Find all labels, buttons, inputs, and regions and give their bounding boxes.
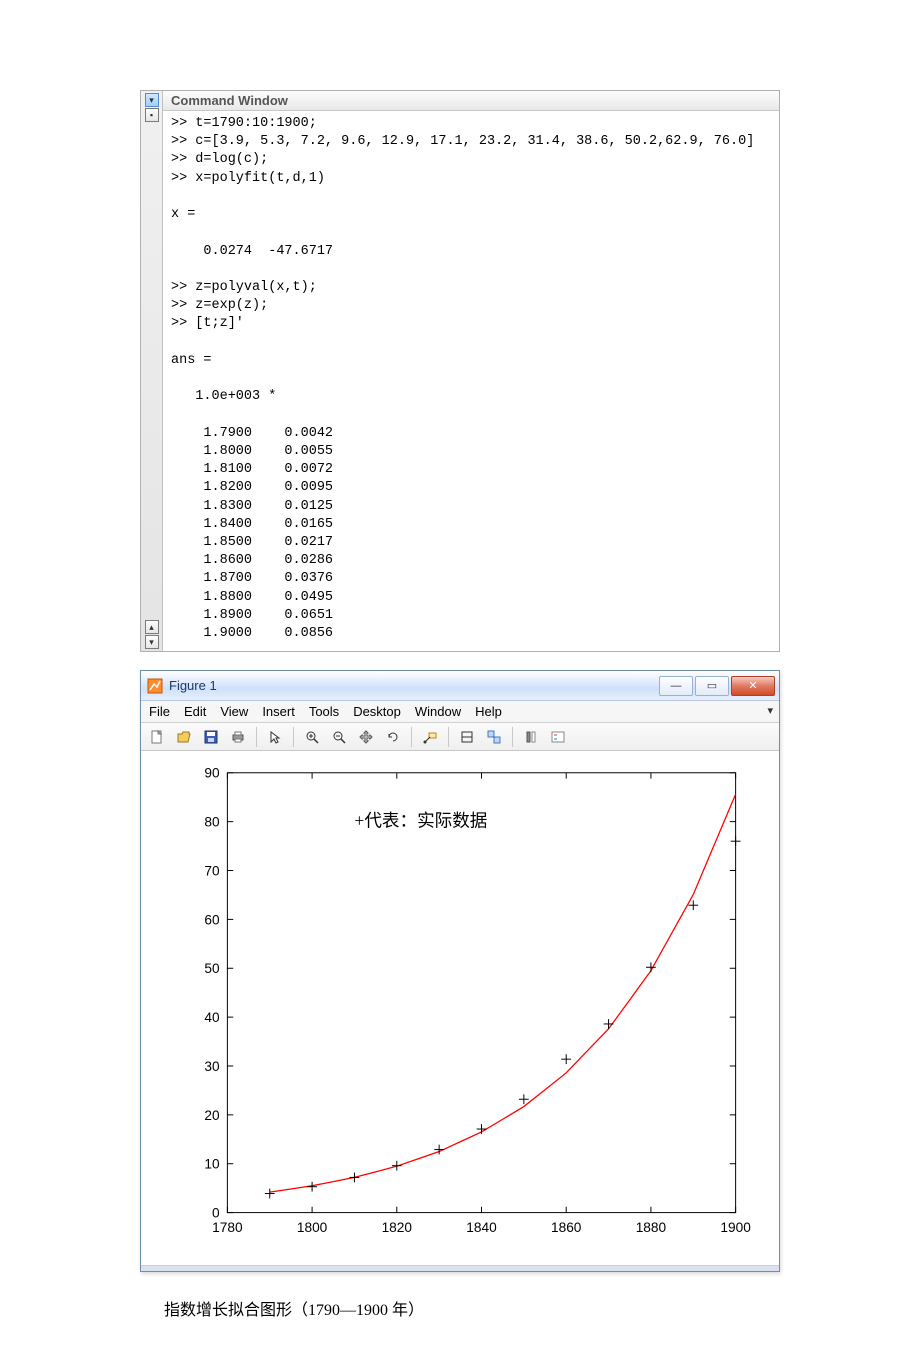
figure-window: Figure 1 — ▭ ✕ File Edit View Insert Tools De…	[140, 670, 780, 1272]
figure-titlebar[interactable]: Figure 1 — ▭ ✕	[141, 671, 779, 701]
svg-text:80: 80	[204, 815, 220, 830]
svg-text:1860: 1860	[551, 1220, 582, 1235]
svg-text:60: 60	[204, 913, 220, 928]
svg-text:90: 90	[204, 766, 220, 781]
menu-overflow-icon[interactable]: ▾	[767, 704, 773, 717]
command-window-body[interactable]: >> t=1790:10:1900; >> c=[3.9, 5.3, 7.2, …	[163, 111, 779, 651]
close-button[interactable]: ✕	[731, 676, 775, 696]
colorbar-icon[interactable]	[519, 726, 543, 748]
figure-canvas: 0 10 20 30 40 50 60 70 80 90 1780 1800 1820 1840 1860 1…	[141, 751, 779, 1265]
caption-text: 指数增长拟合图形（1790—1900 年）	[140, 1296, 780, 1320]
menu-view[interactable]: View	[220, 704, 248, 719]
pointer-icon[interactable]	[263, 726, 287, 748]
new-file-icon[interactable]	[145, 726, 169, 748]
svg-text:+代表：实际数据: +代表：实际数据	[354, 811, 487, 831]
chart: 0 10 20 30 40 50 60 70 80 90 1780 1800 1820 1840 1860 1…	[157, 763, 763, 1247]
save-icon[interactable]	[199, 726, 223, 748]
maximize-button[interactable]: ▭	[695, 676, 729, 696]
menu-tools[interactable]: Tools	[309, 704, 339, 719]
svg-text:20: 20	[204, 1108, 220, 1123]
menu-file[interactable]: File	[149, 704, 170, 719]
svg-text:1820: 1820	[382, 1220, 413, 1235]
menu-desktop[interactable]: Desktop	[353, 704, 401, 719]
figure-menubar[interactable]: File Edit View Insert Tools Desktop Window Help…	[141, 701, 779, 723]
command-window-gutter: ▾ ▪ ▴ ▾	[141, 91, 163, 651]
menu-insert[interactable]: Insert	[262, 704, 295, 719]
rotate-icon[interactable]	[381, 726, 405, 748]
svg-text:10: 10	[204, 1157, 220, 1172]
open-icon[interactable]	[172, 726, 196, 748]
dock-icon[interactable]: ▾	[145, 93, 159, 107]
svg-text:30: 30	[204, 1059, 220, 1074]
data-cursor-icon[interactable]	[418, 726, 442, 748]
link-icon[interactable]	[482, 726, 506, 748]
svg-text:50: 50	[204, 961, 220, 976]
figure-toolbar[interactable]	[141, 723, 779, 751]
svg-text:40: 40	[204, 1010, 220, 1025]
menu-edit[interactable]: Edit	[184, 704, 206, 719]
svg-text:1840: 1840	[466, 1220, 497, 1235]
svg-text:1800: 1800	[297, 1220, 328, 1235]
menu-window[interactable]: Window	[415, 704, 461, 719]
brush-icon[interactable]	[455, 726, 479, 748]
minimize-button[interactable]: —	[659, 676, 693, 696]
scroll-up-icon[interactable]: ▴	[145, 620, 159, 634]
pan-icon[interactable]	[354, 726, 378, 748]
svg-text:1780: 1780	[212, 1220, 243, 1235]
zoom-in-icon[interactable]	[300, 726, 324, 748]
svg-text:1880: 1880	[636, 1220, 667, 1235]
figure-bottom-strip	[141, 1265, 779, 1271]
print-icon[interactable]	[226, 726, 250, 748]
svg-text:70: 70	[204, 864, 220, 879]
legend-icon[interactable]	[546, 726, 570, 748]
matlab-figure-icon	[147, 678, 163, 694]
scroll-down-icon[interactable]: ▾	[145, 635, 159, 649]
svg-text:1900: 1900	[720, 1220, 751, 1235]
svg-text:0: 0	[212, 1206, 220, 1221]
undock-icon[interactable]: ▪	[145, 108, 159, 122]
zoom-out-icon[interactable]	[327, 726, 351, 748]
menu-help[interactable]: Help	[475, 704, 502, 719]
command-window: ▾ ▪ ▴ ▾ Command Window >> t=1790:10:1900…	[140, 90, 780, 652]
command-window-title: Command Window	[163, 91, 779, 111]
figure-title: Figure 1	[169, 678, 657, 693]
